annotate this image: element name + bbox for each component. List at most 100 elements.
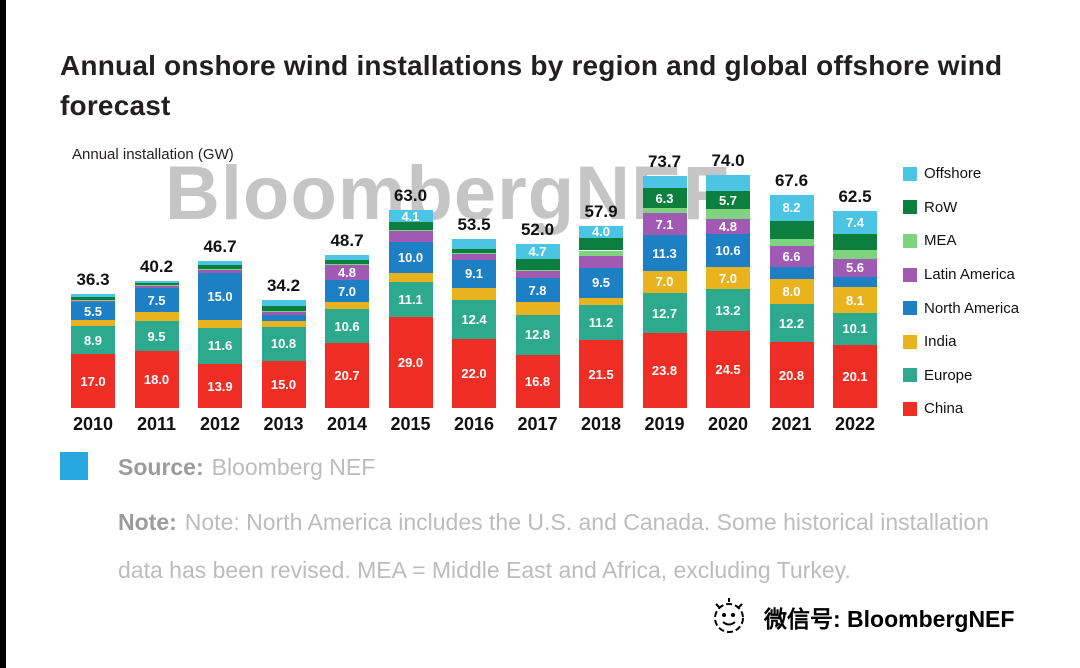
legend-item-offshore: Offshore (903, 157, 1019, 191)
bar-segment-row-2019: 6.3 (642, 188, 687, 208)
bar-segment-row-2018 (579, 238, 623, 251)
x-axis-label-2022: 2022 (834, 414, 876, 434)
segment-value-label: 15.0 (270, 376, 297, 392)
segment-value-label: 7.8 (528, 282, 547, 298)
legend-swatch-offshore (903, 166, 917, 181)
segment-value-label: 6.6 (782, 248, 801, 264)
legend-label-offshore: Offshore (924, 165, 982, 183)
legend-label-row: RoW (924, 198, 958, 216)
bar-segment-europe-2022: 10.1 (833, 312, 877, 345)
bar-total-2012: 46.7 (203, 236, 237, 256)
segment-value-label: 12.8 (524, 327, 551, 343)
bar-segment-latin-america-2022: 5.6 (833, 259, 877, 277)
bar-segment-china-2017: 16.8 (515, 355, 560, 408)
bar-segment-china-2013: 15.0 (261, 360, 306, 408)
legend-swatch-india (903, 334, 917, 349)
bar-segment-mea-2020 (706, 209, 750, 219)
bloombergnef-watermark: BloombergNEF (165, 151, 731, 236)
segment-value-label: 7.0 (718, 270, 738, 286)
bar-segment-latin-america-2016 (452, 253, 496, 260)
legend-item-latin-america: Latin America (903, 258, 1019, 292)
bar-segment-china-2019: 23.8 (642, 333, 687, 408)
bar-segment-latin-america-2014: 4.8 (325, 264, 369, 281)
bar-segment-india-2020: 7.0 (706, 267, 750, 290)
bar-segment-row-2012 (198, 264, 242, 269)
segment-value-label: 12.2 (778, 315, 805, 331)
legend-item-india: India (903, 325, 1019, 359)
bar-segment-north-america-2020: 10.6 (706, 233, 750, 268)
segment-value-label: 13.9 (207, 378, 233, 394)
segment-value-label: 7.1 (655, 216, 674, 232)
bar-segment-offshore-2014 (325, 254, 369, 260)
bar-total-2014: 48.7 (330, 230, 364, 250)
bar-segment-north-america-2014: 7.0 (325, 280, 369, 303)
segment-value-label: 9.5 (591, 275, 611, 291)
segment-value-label: 15.0 (207, 289, 233, 305)
segment-value-label: 5.6 (845, 260, 865, 276)
bar-segment-mea-2022 (833, 250, 877, 259)
segment-value-label: 5.7 (718, 192, 738, 208)
bar-segment-north-america-2021 (769, 266, 814, 279)
legend-swatch-china (903, 401, 917, 416)
bar-total-2016: 53.5 (457, 215, 491, 235)
bar-segment-mea-2013 (261, 310, 306, 312)
bar-segment-china-2014: 20.7 (325, 342, 369, 408)
bar-segment-europe-2010: 8.9 (71, 326, 115, 355)
bar-segment-latin-america-2021: 6.6 (769, 245, 814, 267)
x-axis-label-2015: 2015 (390, 414, 431, 434)
bar-segment-offshore-2017: 4.7 (515, 244, 560, 259)
bar-segment-india-2017 (515, 302, 560, 315)
bar-segment-china-2020: 24.5 (706, 330, 750, 408)
bar-segment-north-america-2017: 7.8 (515, 277, 560, 303)
bar-segment-india-2021: 8.0 (769, 278, 814, 305)
segment-value-label: 16.8 (524, 374, 551, 390)
bar-segment-offshore-2016 (452, 239, 496, 249)
x-axis-label-2013: 2013 (263, 414, 304, 434)
bar-segment-north-america-2022 (833, 276, 877, 288)
note-block: Note: Note: North America includes the U.… (118, 498, 996, 594)
segment-value-label: 10.6 (715, 242, 741, 258)
bar-segment-europe-2013: 10.8 (261, 326, 306, 361)
legend-item-row: RoW (903, 191, 1019, 225)
x-axis-label-2019: 2019 (644, 414, 685, 434)
segment-value-label: 7.4 (845, 215, 865, 231)
bar-total-2022: 62.5 (838, 187, 872, 207)
bar-segment-row-2021 (769, 220, 814, 240)
x-axis-label-2012: 2012 (199, 414, 241, 434)
bar-segment-europe-2017: 12.8 (515, 314, 560, 356)
bar-segment-india-2018 (579, 297, 623, 305)
segment-value-label: 21.5 (588, 366, 614, 382)
bar-segment-latin-america-2011 (134, 285, 179, 289)
x-axis-label-2010: 2010 (72, 414, 114, 434)
bar-segment-row-2020: 5.7 (706, 191, 750, 210)
x-axis-label-2011: 2011 (136, 414, 177, 434)
segment-value-label: 9.1 (464, 266, 484, 282)
bar-segment-north-america-2019: 11.3 (642, 235, 687, 271)
segment-value-label: 10.8 (270, 336, 297, 352)
segment-value-label: 12.7 (651, 305, 678, 321)
wechat-account-text: 微信号: BloombergNEF (764, 606, 1015, 632)
segment-value-label: 11.6 (207, 338, 233, 354)
bar-segment-row-2017 (515, 259, 560, 271)
segment-value-label: 8.2 (782, 200, 801, 216)
source-label: Source: (118, 454, 204, 480)
bar-segment-india-2011 (134, 311, 179, 322)
segment-value-label: 4.8 (337, 265, 357, 281)
legend-swatch-europe (903, 368, 917, 383)
bar-segment-europe-2018: 11.2 (579, 304, 623, 341)
segment-value-label: 8.9 (83, 332, 103, 348)
legend-swatch-mea (903, 233, 917, 248)
segment-value-label: 11.1 (398, 291, 423, 307)
legend-label-india: India (924, 333, 957, 351)
bar-segment-china-2022: 20.1 (833, 344, 877, 408)
bar-segment-china-2018: 21.5 (579, 340, 623, 408)
bar-segment-europe-2012: 11.6 (198, 327, 242, 365)
source-marker-square (60, 452, 88, 480)
bar-total-2011: 40.2 (139, 257, 174, 277)
bar-segment-europe-2016: 12.4 (452, 299, 496, 339)
segment-value-label: 12.4 (461, 311, 487, 327)
bar-segment-mea-2017 (515, 270, 560, 271)
chart-legend: Offshore RoW MEA Latin America North America… (903, 157, 1019, 426)
bar-segment-mea-2016 (452, 252, 496, 254)
bar-segment-china-2016: 22.0 (452, 338, 496, 408)
